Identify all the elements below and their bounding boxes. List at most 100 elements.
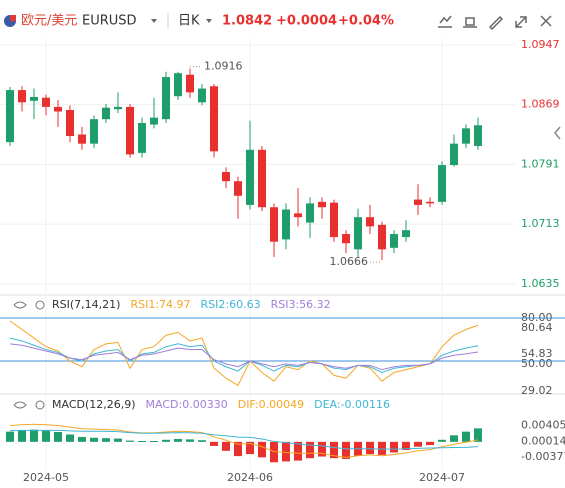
macd-bar xyxy=(390,441,398,453)
macd-bar xyxy=(426,441,434,446)
macd-bar xyxy=(378,441,386,455)
candle-body xyxy=(270,207,278,242)
close-button[interactable] xyxy=(540,15,552,27)
legend-entry: MACD:0.00330 xyxy=(146,398,228,411)
x-tick-label: 2024-05 xyxy=(23,471,69,484)
y-tick-label: 80.64 xyxy=(521,321,553,334)
candle-body xyxy=(366,217,374,227)
settings-icon[interactable] xyxy=(35,400,45,410)
rsi-header xyxy=(13,300,45,310)
change-pct: +0.04% xyxy=(338,14,394,29)
expand-button[interactable] xyxy=(515,16,527,28)
settings-icon[interactable] xyxy=(35,300,45,310)
candle-body xyxy=(414,199,422,205)
macd-bar xyxy=(258,441,266,458)
y-tick-label: 1.0713 xyxy=(521,217,560,230)
macd-bar xyxy=(366,441,374,455)
legend-entry: DEA:-0.00116 xyxy=(314,398,390,411)
macd-bar xyxy=(42,430,50,442)
candle-body xyxy=(210,86,218,152)
candle-body xyxy=(282,209,290,240)
rsi-title: RSI(7,14,21) xyxy=(52,298,120,311)
pen-button[interactable] xyxy=(488,15,504,31)
macd-bar xyxy=(450,435,458,442)
candle-body xyxy=(474,125,482,146)
x-tick-label: 2024-07 xyxy=(419,471,465,484)
candle-body xyxy=(114,106,122,110)
macd-bar xyxy=(186,439,194,442)
candle-body xyxy=(126,106,134,155)
macd-bar xyxy=(162,439,170,442)
macd-bar xyxy=(174,438,182,442)
header: 欧元/美元 EURUSD 日K 1.0842 +0.0004 +0.04% xyxy=(4,13,552,31)
x-tick-label: 2024-06 xyxy=(227,471,273,484)
macd-bar xyxy=(306,441,314,459)
candle-body xyxy=(90,119,98,144)
y-tick-label: -0.00377 xyxy=(521,450,565,463)
candle-body xyxy=(462,128,470,144)
candle-body xyxy=(54,106,62,112)
eye-icon[interactable] xyxy=(13,401,27,409)
candle-body xyxy=(402,230,410,238)
candle-body xyxy=(198,88,206,103)
candle-body xyxy=(78,134,86,144)
candle-body xyxy=(246,149,254,205)
y-tick-label: 1.0869 xyxy=(521,98,560,111)
y-tick-label: 29.02 xyxy=(521,384,553,397)
candle-body xyxy=(222,172,230,182)
candle-body xyxy=(18,90,26,103)
toolbar xyxy=(438,15,552,31)
macd-bar xyxy=(222,441,230,451)
symbol[interactable]: EURUSD xyxy=(82,14,137,29)
macd-bar xyxy=(114,438,122,442)
macd-line xyxy=(9,429,479,450)
y-tick-label: 0.00014 xyxy=(521,434,565,447)
candle-body xyxy=(306,203,314,223)
macd-title: MACD(12,26,9) xyxy=(52,398,136,411)
macd-bar xyxy=(6,431,14,442)
candle-body xyxy=(66,109,74,137)
macd-bar xyxy=(330,441,338,459)
y-tick-label: 50.00 xyxy=(521,357,553,370)
candle-body xyxy=(438,165,446,202)
legend-entry: RSI2:60.63 xyxy=(201,298,261,311)
macd-bar xyxy=(318,441,326,457)
collapse-button[interactable] xyxy=(554,126,561,140)
flag-stripe xyxy=(10,15,16,21)
candle-body xyxy=(294,213,302,218)
candle-body xyxy=(426,201,434,204)
y-tick-label: 1.0947 xyxy=(521,38,560,51)
macd-bar xyxy=(414,441,422,447)
legend-entry: RSI1:74.97 xyxy=(130,298,190,311)
rsi-line xyxy=(9,337,479,374)
candle-body xyxy=(174,73,182,97)
rsi-line xyxy=(9,343,479,371)
macd-bar xyxy=(246,441,254,455)
indicator-button[interactable] xyxy=(438,15,452,28)
dropdown-arrow[interactable] xyxy=(206,19,212,23)
macd-bar xyxy=(198,440,206,442)
draw-button[interactable] xyxy=(463,17,477,28)
dropdown-arrow[interactable] xyxy=(151,19,157,23)
pair-name[interactable]: 欧元/美元 xyxy=(21,14,77,29)
eye-icon[interactable] xyxy=(13,301,27,309)
candle-body xyxy=(42,97,50,107)
macd-bar xyxy=(294,441,302,461)
y-tick-label: 1.0791 xyxy=(521,157,560,170)
candle-body xyxy=(390,234,398,248)
macd-bar xyxy=(150,441,158,443)
macd-bar xyxy=(78,436,86,442)
candle-body xyxy=(342,234,350,244)
rsi-line xyxy=(9,320,479,387)
y-tick-label: 1.0635 xyxy=(521,277,560,290)
candle-body xyxy=(354,217,362,250)
macd-bar xyxy=(210,441,218,446)
change: +0.0004 xyxy=(276,14,337,29)
macd-bar xyxy=(90,437,98,442)
macd-bar xyxy=(462,431,470,442)
period[interactable]: 日K xyxy=(178,14,200,29)
macd-bar xyxy=(30,429,38,442)
legend-entry: DIF:0.00049 xyxy=(238,398,304,411)
